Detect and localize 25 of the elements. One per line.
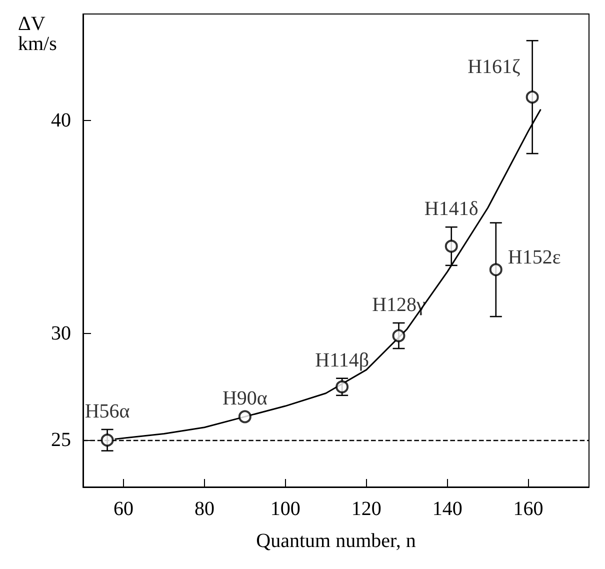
y-axis-title: ΔV km/s — [18, 13, 58, 55]
annotation: H56α — [84, 400, 130, 422]
annotation: H161ζ — [468, 56, 520, 78]
x-tick-label: 100 — [270, 498, 300, 520]
y-tick-label: 30 — [51, 322, 71, 345]
point — [238, 410, 252, 424]
annotation: H114β — [315, 349, 370, 372]
point — [489, 263, 502, 276]
y-tick-label: 40 — [51, 110, 71, 132]
y-tick-label: 25 — [51, 429, 71, 452]
x-tick-label: 160 — [513, 498, 544, 520]
x-tick-label: 80 — [194, 498, 214, 520]
annotation: H128γ — [372, 294, 426, 316]
x-tick-label: 120 — [351, 498, 382, 520]
point — [392, 329, 406, 342]
point — [444, 240, 458, 253]
x-tick-label: 140 — [432, 498, 462, 520]
x-axis-title: Quantum number, n — [256, 530, 416, 552]
point — [336, 380, 349, 394]
point — [100, 434, 114, 447]
point — [526, 90, 539, 104]
annotation: H152ε — [508, 246, 561, 269]
annotation: H90α — [222, 388, 268, 410]
annotation: H141δ — [424, 198, 478, 220]
x-tick-label: 60 — [113, 498, 134, 520]
